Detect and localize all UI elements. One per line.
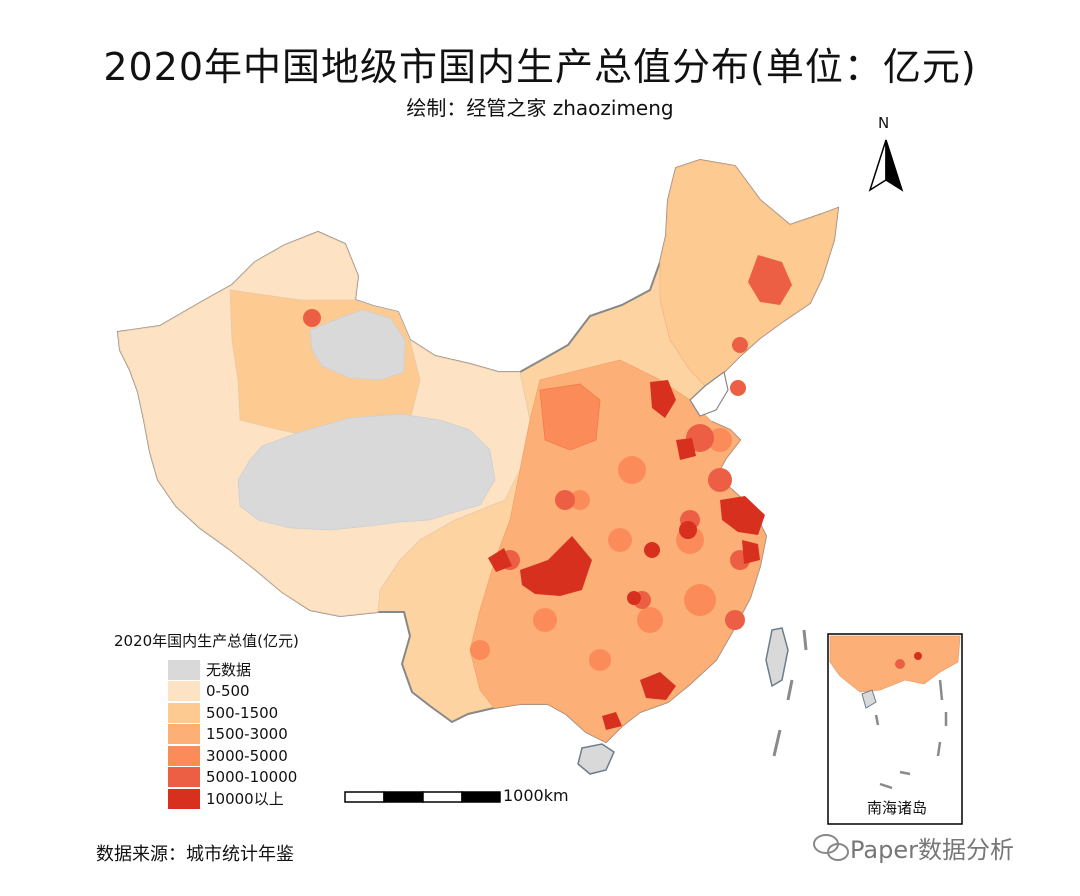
watermark-text: Paper数据分析 bbox=[850, 836, 1014, 864]
region-shanxi-hebei bbox=[539, 383, 601, 451]
legend-item: 500-1500 bbox=[168, 702, 368, 724]
legend-item: 10000以上 bbox=[168, 788, 368, 810]
legend-label: 3000-5000 bbox=[206, 746, 288, 765]
map-title: 2020年中国地级市国内生产总值分布(单位：亿元) bbox=[103, 45, 977, 89]
scale-bar-label: 1000km bbox=[503, 786, 569, 805]
hainan-island bbox=[577, 743, 615, 775]
scale-bar bbox=[344, 791, 501, 803]
legend-label: 5000-10000 bbox=[206, 768, 298, 787]
legend-item: 5000-10000 bbox=[168, 767, 368, 789]
gdp-3000-5000-cities bbox=[470, 428, 732, 671]
south-sea-inset bbox=[827, 633, 963, 825]
legend-label: 10000以上 bbox=[206, 790, 284, 809]
north-label: N bbox=[878, 114, 890, 132]
region-northeast bbox=[659, 159, 839, 387]
legend-item: 1500-3000 bbox=[168, 724, 368, 746]
legend: 2020年国内生产总值(亿元) 无数据 0-500 500-1500 1500-300… bbox=[108, 630, 368, 810]
legend-item: 无数据 bbox=[168, 659, 368, 681]
bohai-sea bbox=[689, 370, 729, 417]
legend-swatch bbox=[168, 702, 200, 723]
wechat-icon bbox=[813, 834, 849, 861]
no-data-area-tarim bbox=[309, 309, 406, 381]
legend-label: 500-1500 bbox=[206, 703, 279, 722]
legend-swatch bbox=[168, 724, 200, 745]
legend-items: 无数据 0-500 500-1500 1500-3000 3000-5000 5000-1… bbox=[108, 659, 368, 810]
legend-label: 0-500 bbox=[206, 682, 250, 701]
legend-label: 1500-3000 bbox=[206, 725, 288, 744]
watermark: Paper数据分析 bbox=[810, 830, 1014, 865]
data-source: 数据来源：城市统计年鉴 bbox=[96, 844, 294, 865]
south-sea-dashes bbox=[772, 629, 808, 757]
legend-swatch bbox=[168, 659, 200, 680]
north-arrow-icon bbox=[868, 139, 904, 192]
taiwan-island bbox=[765, 627, 789, 688]
legend-title: 2020年国内生产总值(亿元) bbox=[114, 632, 299, 650]
legend-label: 无数据 bbox=[206, 661, 252, 680]
legend-item: 0-500 bbox=[168, 681, 368, 703]
legend-swatch bbox=[168, 745, 200, 766]
legend-swatch bbox=[168, 788, 200, 809]
legend-item: 3000-5000 bbox=[168, 745, 368, 767]
legend-swatch bbox=[168, 681, 200, 702]
gdp-10000-plus-cities bbox=[488, 380, 765, 730]
no-data-area-plateau bbox=[237, 413, 496, 531]
legend-swatch bbox=[168, 767, 200, 788]
map-subtitle: 绘制：经管之家 zhaozimeng bbox=[406, 96, 674, 120]
inset-label: 南海诸岛 bbox=[866, 799, 927, 817]
